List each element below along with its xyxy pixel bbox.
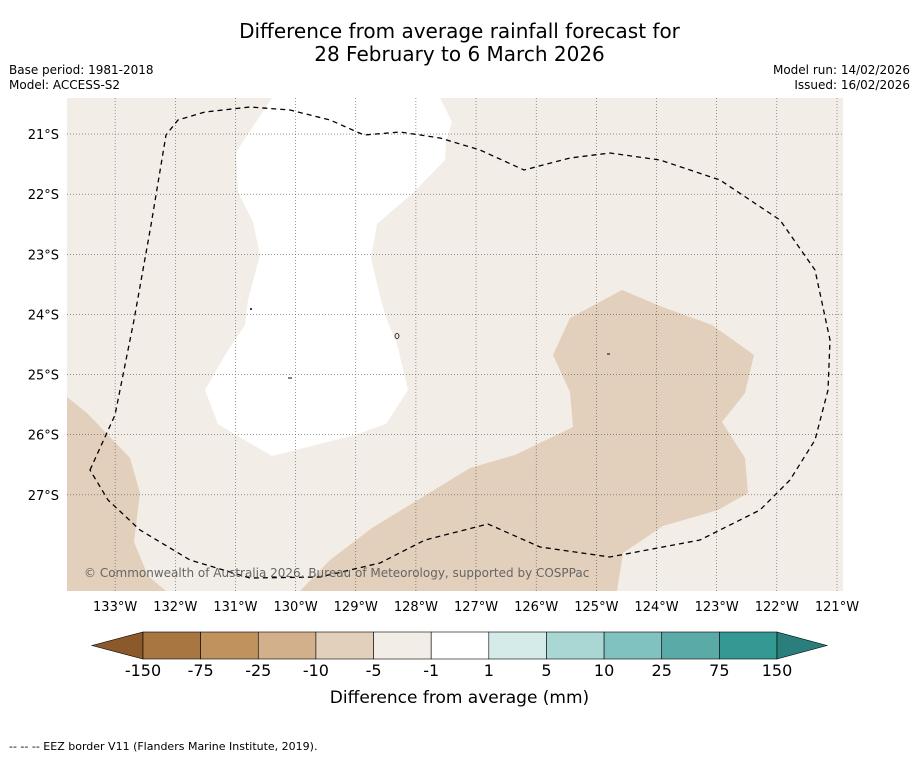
eez-footnote: -- -- -- EEZ border V11 (Flanders Marine… <box>9 740 318 753</box>
graticule <box>67 98 843 591</box>
lon-label: 123°W <box>695 600 739 615</box>
lat-label: 23°S <box>28 248 59 263</box>
lon-label: 124°W <box>634 600 678 615</box>
colorbar-segment <box>603 631 663 660</box>
lon-label: 131°W <box>213 600 257 615</box>
colorbar-segment <box>488 631 547 660</box>
issued-label: Issued: 16/02/2026 <box>794 78 910 92</box>
eez-border <box>89 106 831 579</box>
lat-label: 21°S <box>28 128 59 143</box>
drier-region-east <box>300 290 754 591</box>
model-label: Model: ACCESS-S2 <box>9 78 121 92</box>
drier-region-west <box>67 397 166 591</box>
lon-label: 132°W <box>153 600 197 615</box>
model-run-label: Model run: 14/02/2026 <box>772 63 910 77</box>
colorbar-segment <box>200 631 259 660</box>
colorbar-tick-label: 1 <box>484 661 494 680</box>
colorbar-tick-label: -1 <box>423 661 439 680</box>
lon-label: 126°W <box>514 600 558 615</box>
near-average-region <box>205 98 452 456</box>
base-period-label: Base period: 1981-2018 <box>9 63 154 77</box>
colorbar-tick-label: 75 <box>709 661 729 680</box>
colorbar-tick-label: 150 <box>762 661 793 680</box>
copyright-text: © Commonwealth of Australia 2026, Bureau… <box>84 566 589 580</box>
lat-label: 22°S <box>28 188 59 203</box>
colorbar-tick-label: -5 <box>366 661 382 680</box>
colorbar-segment <box>315 631 374 660</box>
latitude-labels: 21°S 22°S 23°S 24°S 25°S 26°S 27°S <box>28 128 59 504</box>
map-figure: © Commonwealth of Australia 2026, Bureau… <box>28 98 859 708</box>
lon-label: 128°W <box>394 600 438 615</box>
longitude-labels: 133°W 132°W 131°W 130°W 129°W 128°W 127°W 126°W… <box>93 600 859 615</box>
colorbar-tick-label: -150 <box>125 661 161 680</box>
map-panel: © Commonwealth of Australia 2026, Bureau… <box>67 98 843 591</box>
colorbar-segment <box>661 631 720 660</box>
lon-label: 133°W <box>93 600 137 615</box>
colorbar <box>90 631 829 660</box>
lon-label: 129°W <box>334 600 378 615</box>
colorbar-segment <box>430 631 490 660</box>
colorbar-segment <box>257 631 317 660</box>
colorbar-tick-label: 10 <box>594 661 614 680</box>
colorbar-segment <box>373 631 432 660</box>
map-title-line-1: Difference from average rainfall forecas… <box>239 19 680 43</box>
colorbar-tick-label: 5 <box>541 661 551 680</box>
colorbar-tick-labels: -150 -75 -25 -10 -5 -1 1 5 10 25 75 150 <box>125 661 792 680</box>
colorbar-tick-label: -10 <box>303 661 329 680</box>
lon-label: 130°W <box>274 600 318 615</box>
lon-label: 127°W <box>454 600 498 615</box>
colorbar-segment <box>546 631 605 660</box>
colorbar-tick-label: -25 <box>245 661 271 680</box>
contour-speck <box>250 308 252 310</box>
colorbar-tick-label: 25 <box>652 661 672 680</box>
lon-label: 122°W <box>755 600 799 615</box>
contour-speck <box>394 333 400 339</box>
colorbar-segment <box>142 631 201 660</box>
colorbar-extend-low <box>90 631 144 660</box>
colorbar-label: Difference from average (mm) <box>330 688 589 708</box>
map-title-line-2: 28 February to 6 March 2026 <box>314 42 605 66</box>
colorbar-extend-high <box>776 631 829 660</box>
colorbar-tick-label: -75 <box>188 661 214 680</box>
colorbar-segment <box>719 631 778 660</box>
lat-label: 26°S <box>28 429 59 444</box>
lon-label: 125°W <box>574 600 618 615</box>
lat-label: 24°S <box>28 308 59 323</box>
lat-label: 27°S <box>28 489 59 504</box>
lat-label: 25°S <box>28 369 59 384</box>
lon-label: 121°W <box>815 600 859 615</box>
